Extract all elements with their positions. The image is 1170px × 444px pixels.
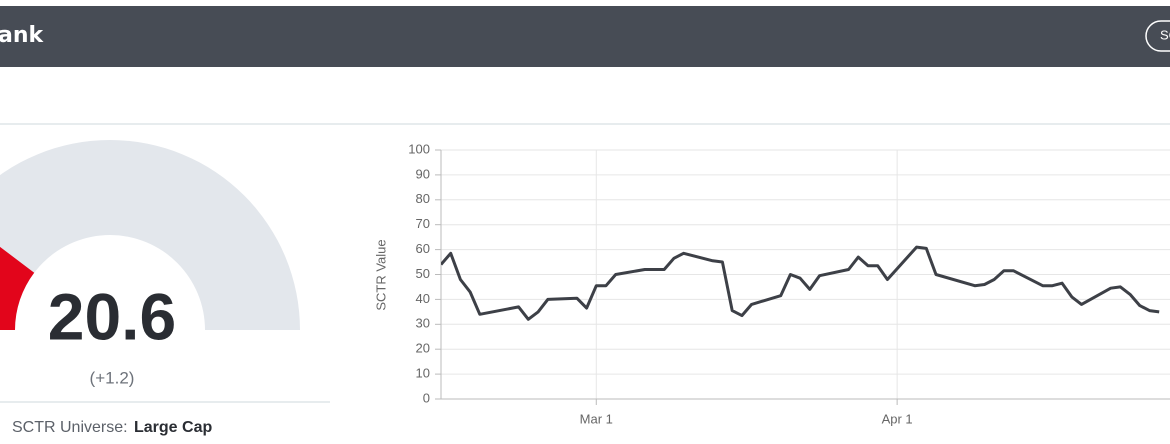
y-tick-label: 100 (408, 141, 430, 156)
header-button-label[interactable]: SC (1160, 27, 1170, 42)
gauge-track (0, 140, 300, 330)
y-tick-label: 10 (416, 366, 430, 381)
y-tick-label: 80 (416, 191, 430, 206)
y-tick-label: 30 (416, 316, 430, 331)
y-tick-label: 90 (416, 166, 430, 181)
y-axis-label: SCTR Value (373, 239, 388, 310)
line-chart: 0 10 20 30 40 50 60 70 80 90 100 Mar 1 Apr 1 SCTR Val… (373, 141, 1170, 426)
y-tick-label: 60 (416, 241, 430, 256)
series-line (441, 245, 1160, 321)
y-tick-label: 50 (416, 266, 430, 281)
y-tick-label: 20 (416, 341, 430, 356)
gauge (0, 140, 300, 330)
y-tick-label: 70 (416, 216, 430, 231)
gauge-fill (0, 246, 35, 330)
y-tick-label: 0 (423, 390, 430, 405)
x-tick-label: Mar 1 (580, 411, 613, 426)
universe-label: SCTR Universe: (12, 419, 128, 436)
header-bar (0, 6, 1170, 67)
header-button[interactable] (1145, 20, 1170, 52)
universe-value: Large Cap (134, 419, 212, 436)
gauge-value: 20.6 (48, 279, 176, 353)
y-tick-label: 40 (416, 291, 430, 306)
header-title: ank (0, 23, 45, 48)
gauge-change: (+1.2) (90, 368, 135, 387)
x-tick-label: Apr 1 (882, 411, 913, 426)
